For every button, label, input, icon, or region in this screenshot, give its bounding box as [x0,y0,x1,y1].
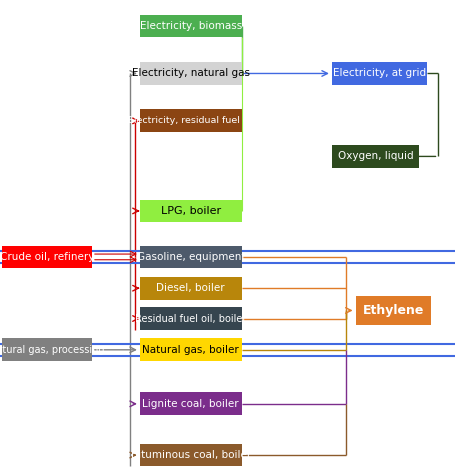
Text: Lignite coal, boiler: Lignite coal, boiler [143,399,239,409]
FancyBboxPatch shape [332,62,427,85]
Text: Electricity, biomass: Electricity, biomass [140,21,242,31]
FancyBboxPatch shape [332,145,419,168]
FancyBboxPatch shape [356,296,431,325]
Text: Electricity, at grid: Electricity, at grid [333,68,426,79]
Text: Diesel, boiler: Diesel, boiler [156,283,225,293]
FancyBboxPatch shape [140,307,242,330]
Text: Electricity, residual fuel oil: Electricity, residual fuel oil [128,117,254,125]
FancyBboxPatch shape [140,109,242,132]
Text: Residual fuel oil, boiler: Residual fuel oil, boiler [135,313,246,324]
Text: Electricity, natural gas: Electricity, natural gas [132,68,250,79]
FancyBboxPatch shape [140,246,242,268]
Text: Gasoline, equipment: Gasoline, equipment [137,252,245,262]
Text: LPG, boiler: LPG, boiler [161,206,221,216]
FancyBboxPatch shape [140,15,242,37]
Text: Bituminous coal, boiler: Bituminous coal, boiler [131,450,251,460]
FancyBboxPatch shape [140,62,242,85]
FancyBboxPatch shape [140,277,242,300]
FancyBboxPatch shape [140,444,242,466]
Text: Natural gas, processing: Natural gas, processing [0,345,105,355]
FancyBboxPatch shape [2,246,92,268]
FancyBboxPatch shape [2,338,92,361]
Text: Ethylene: Ethylene [363,304,424,317]
Text: Crude oil, refinery: Crude oil, refinery [0,252,94,262]
FancyBboxPatch shape [140,338,242,361]
Text: Oxygen, liquid: Oxygen, liquid [338,151,413,162]
FancyBboxPatch shape [140,392,242,415]
Text: Natural gas, boiler: Natural gas, boiler [142,345,239,355]
FancyBboxPatch shape [140,200,242,222]
